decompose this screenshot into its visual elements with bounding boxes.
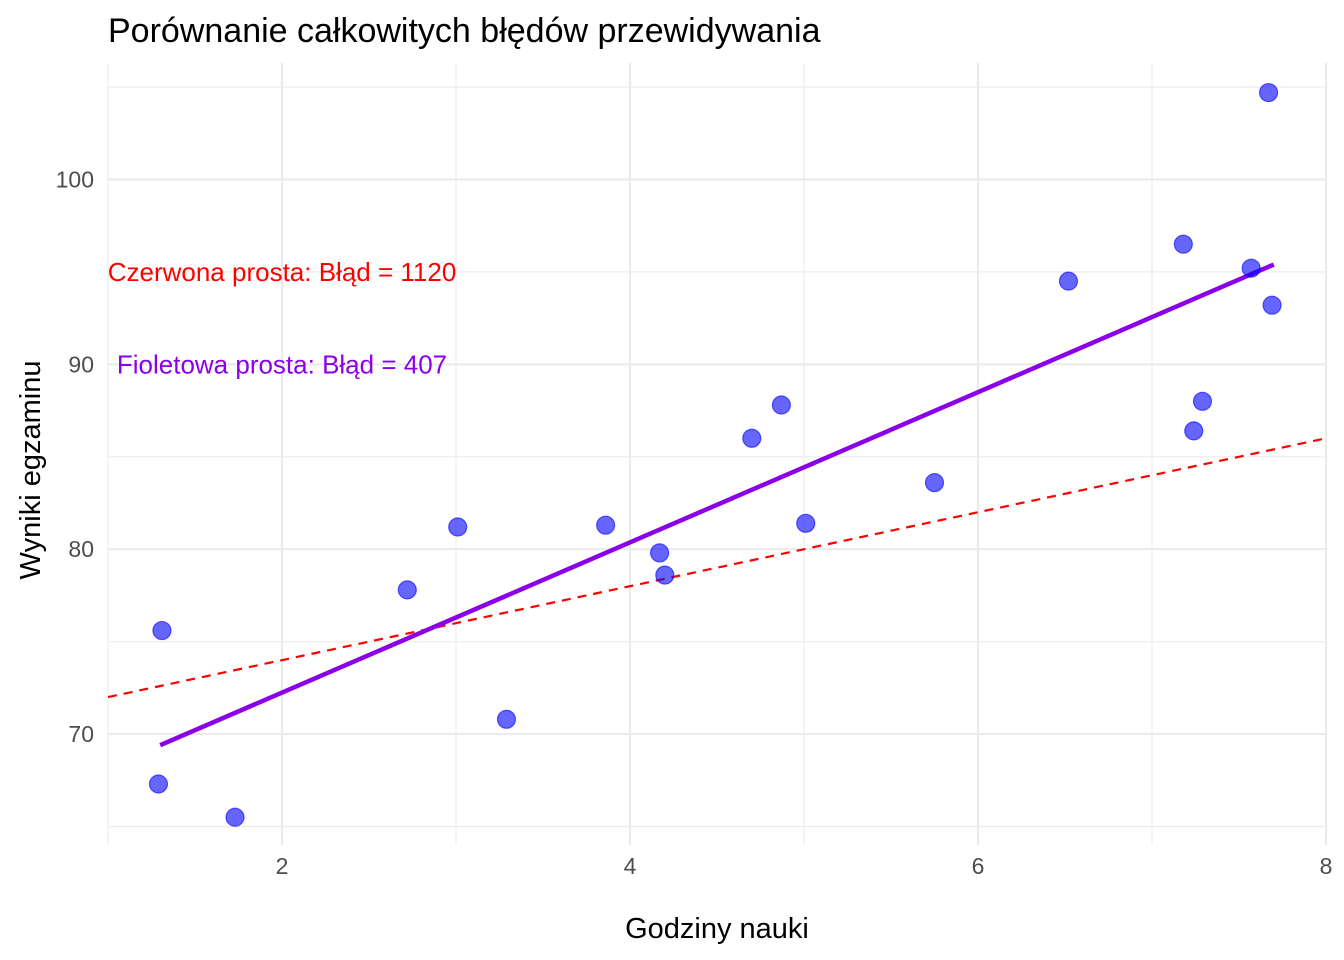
x-tick-label: 6: [972, 853, 985, 879]
data-point: [152, 620, 172, 641]
data-point: [1192, 391, 1213, 411]
data-point: [148, 774, 169, 794]
x-tick-label: 4: [624, 853, 637, 879]
fit-lines: [108, 262, 1326, 748]
y-tick-label: 90: [68, 351, 94, 377]
data-point: [1058, 271, 1079, 291]
x-axis-ticks: 2 4 6 8: [276, 853, 1333, 879]
data-point: [796, 513, 816, 533]
y-axis-ticks: 70 80 90 100: [56, 166, 94, 747]
data-point: [397, 580, 417, 600]
grid: [107, 63, 1328, 845]
x-axis-title: Godziny nauki: [625, 913, 809, 945]
data-point: [771, 395, 791, 415]
data-point: [496, 709, 517, 729]
data-point: [742, 428, 762, 448]
y-axis-title: Wyniki egzaminu: [15, 361, 47, 580]
data-point: [1173, 234, 1193, 254]
red-line-error-label: Czerwona prosta: Błąd = 1120: [108, 257, 457, 287]
x-tick-label: 2: [276, 853, 289, 879]
red-dashed-line: [108, 437, 1326, 699]
data-points: [148, 82, 1282, 827]
chart-title: Porównanie całkowitych błędów przewidywa…: [108, 12, 821, 50]
y-tick-label: 80: [68, 536, 94, 562]
y-tick-label: 100: [56, 166, 94, 192]
data-point: [649, 543, 670, 563]
data-point: [924, 473, 945, 493]
x-tick-label: 8: [1320, 853, 1333, 879]
purple-line-error-label: Fioletowa prosta: Błąd = 407: [117, 349, 447, 379]
y-tick-label: 70: [68, 721, 94, 747]
annotations: Czerwona prosta: Błąd = 1120 Fioletowa pr…: [108, 257, 457, 379]
data-point: [655, 565, 675, 585]
data-point: [1258, 82, 1279, 103]
data-point: [1241, 258, 1261, 278]
purple-line: [159, 262, 1275, 748]
data-point: [448, 517, 468, 537]
data-point: [596, 515, 616, 535]
data-point: [1262, 295, 1282, 315]
data-point: [225, 807, 245, 827]
data-point: [1184, 421, 1204, 441]
